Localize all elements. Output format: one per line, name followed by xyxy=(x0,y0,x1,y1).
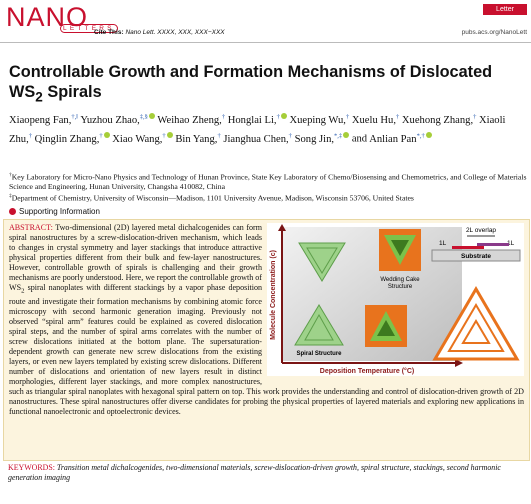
si-link[interactable]: Supporting Information xyxy=(19,207,100,216)
author-affiliation-mark: † xyxy=(28,132,32,140)
author: Weihao Zheng,† xyxy=(157,113,226,126)
substrate-label: Substrate xyxy=(461,253,491,260)
abstract-subscript: 2 xyxy=(21,287,25,295)
author: Xiaopeng Fan,†,‖ xyxy=(9,113,79,126)
author-name: Song Jin, xyxy=(294,133,335,145)
title-subscript: 2 xyxy=(35,89,43,105)
orcid-icon[interactable] xyxy=(343,131,350,138)
x-axis-label: Deposition Temperature (°C) xyxy=(320,367,414,375)
author-affiliation-mark: † xyxy=(221,113,226,120)
orcid-icon[interactable] xyxy=(103,131,110,138)
cite-text: Nano Lett. XXXX, XXX, XXX−XXX xyxy=(125,29,225,36)
orcid-icon[interactable] xyxy=(425,131,432,138)
author-name: Yuzhou Zhao, xyxy=(80,114,140,126)
author-name: Xiao Wang, xyxy=(112,133,163,145)
author: Jianghua Chen,† xyxy=(223,132,292,145)
author-affiliation-mark: †,‖ xyxy=(71,113,79,120)
abstract-label: ABSTRACT: xyxy=(9,223,53,232)
title-end: Spirals xyxy=(47,83,102,101)
author-affiliation-mark: † xyxy=(99,132,103,140)
keywords: KEYWORDS: Transition metal dichalcogenid… xyxy=(8,463,523,483)
author-name: Qinglin Zhang, xyxy=(34,133,100,145)
abstract-text: spiral nanoplates with different stackin… xyxy=(9,283,524,417)
author-name: Bin Yang, xyxy=(175,133,218,145)
journal-logo: NANO xyxy=(6,2,89,32)
affiliations: †Key Laboratory for Micro-Nano Physics a… xyxy=(9,171,527,203)
affiliation-mark: ‡ xyxy=(9,192,12,199)
keywords-text: Transition metal dichalcogenides, two-di… xyxy=(8,463,501,482)
wedding-cake-label: Structure xyxy=(388,284,413,290)
wedding-cake-label: Wedding Cake xyxy=(380,277,420,283)
orcid-icon[interactable] xyxy=(148,112,155,119)
author-affiliation-mark: † xyxy=(217,132,221,140)
author: Anlian Pan*,† xyxy=(369,131,432,145)
author-affiliation-mark: † xyxy=(288,132,292,140)
journal-logo-sub: LETTERS xyxy=(60,24,118,33)
author-conjunction: and xyxy=(351,133,368,145)
author-name: Honglai Li, xyxy=(227,114,277,126)
citation: Cite This: Nano Lett. XXXX, XXX, XXX−XXX xyxy=(94,29,225,36)
author-name: Anlian Pan xyxy=(369,133,417,145)
toc-figure: Molecule Concentration (c) Deposition Te… xyxy=(267,223,524,376)
author-name: Jianghua Chen, xyxy=(223,133,289,145)
author: Honglai Li,† xyxy=(227,112,287,126)
author: Yuzhou Zhao,‡,§ xyxy=(80,112,155,126)
author: Xuelu Hu,† xyxy=(351,113,400,126)
author-affiliation-mark: † xyxy=(473,113,477,120)
author: Xiaoli Zhu,† xyxy=(9,115,506,145)
cite-label[interactable]: Cite This: xyxy=(94,29,124,36)
y-axis-label: Molecule Concentration (c) xyxy=(270,250,277,340)
layer-label: 1L xyxy=(507,240,515,247)
article-title: Controllable Growth and Formation Mechan… xyxy=(9,62,524,107)
spiral-label: Spiral Structure xyxy=(296,351,342,357)
orcid-icon[interactable] xyxy=(166,131,173,138)
abstract: Molecule Concentration (c) Deposition Te… xyxy=(3,219,530,461)
overlap-label: 2L overlap xyxy=(466,227,496,234)
affiliation-text: Key Laboratory for Micro-Nano Physics an… xyxy=(9,172,527,192)
author-list: Xiaopeng Fan,†,‖ Yuzhou Zhao,‡,§ Weihao … xyxy=(9,109,524,147)
affiliation-text: Department of Chemistry, University of W… xyxy=(11,193,414,203)
abstract-text: Two-dimensional (2D) layered metal dicha… xyxy=(9,223,262,293)
author-name: Weihao Zheng, xyxy=(157,114,222,126)
author-name: Xiaoli Zhu, xyxy=(9,114,506,145)
supporting-information[interactable]: Supporting Information xyxy=(9,207,100,216)
affiliation-mark: † xyxy=(9,172,12,178)
separator xyxy=(0,42,531,43)
keywords-label: KEYWORDS: xyxy=(8,463,55,472)
article-type: Letter xyxy=(483,4,527,15)
author-name: Xuehong Zhang, xyxy=(401,114,474,126)
affiliation: ‡Department of Chemistry, University of … xyxy=(9,192,527,203)
author: Bin Yang,† xyxy=(175,132,221,145)
title-text: Controllable Growth and Formation Mechan… xyxy=(9,63,493,101)
author-affiliation-mark: *,‡ xyxy=(334,132,343,140)
affiliation: †Key Laboratory for Micro-Nano Physics a… xyxy=(9,171,527,192)
author-name: Xueping Wu, xyxy=(289,114,346,126)
author-name: Xiaopeng Fan, xyxy=(9,114,72,126)
author-affiliation-mark: † xyxy=(162,132,166,140)
author-affiliation-mark: *,† xyxy=(416,132,425,140)
author-affiliation-mark: ‡,§ xyxy=(139,113,148,120)
author-affiliation-mark: † xyxy=(396,113,400,120)
orcid-icon[interactable] xyxy=(280,112,287,119)
author-affiliation-mark: † xyxy=(276,113,280,120)
author: Xueping Wu,† xyxy=(289,113,350,126)
layer-label: 1L xyxy=(439,240,447,247)
author: Xuehong Zhang,† xyxy=(401,113,477,126)
author-affiliation-mark: † xyxy=(345,113,350,120)
author-name: Xuelu Hu, xyxy=(351,114,396,126)
author: Xiao Wang,† xyxy=(112,131,173,145)
author: Song Jin,*,‡ xyxy=(294,131,350,145)
author: Qinglin Zhang,† xyxy=(34,131,110,145)
journal-url[interactable]: pubs.acs.org/NanoLett xyxy=(461,29,527,36)
